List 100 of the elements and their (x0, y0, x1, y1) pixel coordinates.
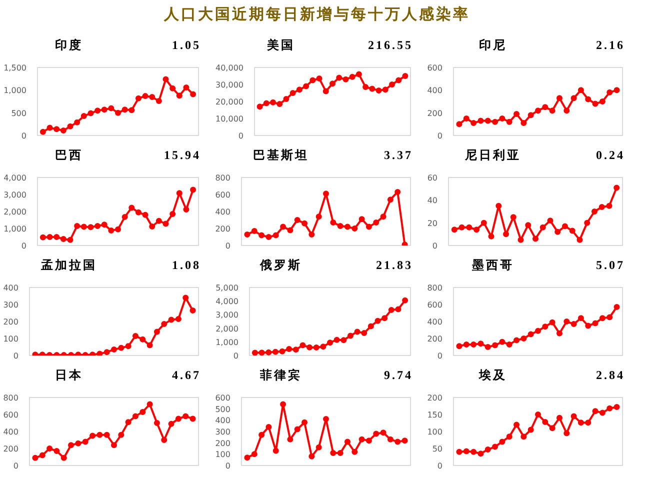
y-tick-label: 200 (427, 108, 443, 118)
y-tick-label: 0 (437, 352, 443, 360)
point (540, 224, 546, 230)
point (111, 442, 117, 448)
point (60, 454, 67, 461)
y-tick-label: 40 (427, 196, 438, 206)
chart-subtitle: 9.74 (384, 367, 413, 384)
point (292, 346, 299, 353)
y-tick-label: 60 (427, 174, 438, 182)
chart-subtitle: 15.94 (164, 147, 201, 164)
point (542, 324, 548, 330)
y-tick-label: 1,000 (4, 86, 27, 96)
point (54, 126, 60, 132)
point (190, 416, 196, 422)
y-tick-label: 500 (11, 108, 27, 118)
y-tick-label: 600 (427, 64, 443, 72)
point (252, 350, 258, 356)
point (290, 90, 296, 96)
y-tick-label: 200 (215, 438, 231, 448)
point (337, 450, 344, 456)
y-tick-label: 0 (437, 462, 443, 470)
point (532, 236, 538, 242)
point (525, 222, 532, 228)
point (576, 236, 583, 243)
point (547, 218, 554, 224)
point (484, 344, 491, 350)
point (570, 95, 577, 102)
y-tick-label: 300 (3, 300, 19, 310)
point (503, 231, 510, 238)
point (458, 224, 465, 230)
point (510, 214, 516, 220)
point (394, 188, 401, 195)
point (506, 118, 512, 125)
point (88, 224, 94, 230)
point (280, 401, 286, 408)
point (94, 108, 101, 114)
point (336, 74, 342, 81)
chart-title: 巴基斯坦 (252, 147, 310, 164)
point (308, 231, 315, 238)
y-tick-label: 0 (238, 132, 244, 140)
point (294, 217, 300, 223)
point (258, 232, 265, 238)
point (368, 323, 374, 330)
point (520, 336, 527, 342)
point (344, 438, 350, 445)
point (585, 322, 592, 329)
point (101, 222, 108, 228)
point (316, 76, 322, 82)
chart-subtitle: 2.16 (596, 37, 625, 54)
point (156, 218, 162, 224)
chart-title: 尼日利亚 (464, 147, 522, 164)
point (286, 346, 292, 352)
point (492, 342, 498, 348)
chart-title: 印尼 (478, 37, 508, 54)
y-tick-label: 1,500 (4, 64, 27, 72)
y-tick-label: 10,000 (216, 114, 244, 124)
point (280, 224, 286, 230)
point (361, 330, 368, 336)
point (614, 87, 620, 94)
point (149, 94, 156, 100)
point (46, 446, 53, 452)
point (356, 71, 362, 78)
y-tick-label: 100 (427, 428, 443, 436)
chart-title: 印度 (54, 37, 84, 54)
y-tick-label: 400 (3, 284, 19, 292)
chart-subtitle: 4.67 (172, 367, 201, 384)
point (556, 330, 562, 336)
point (480, 220, 487, 226)
point (362, 84, 369, 90)
chart-subtitle: 5.07 (596, 257, 625, 274)
point (535, 412, 541, 418)
y-tick-label: 600 (3, 410, 19, 420)
y-tick-label: 100 (3, 334, 19, 344)
point (101, 106, 108, 113)
point (270, 99, 276, 106)
point (168, 420, 174, 427)
chart-title: 日本 (54, 367, 84, 384)
point (506, 434, 512, 440)
point (585, 420, 592, 426)
point (132, 332, 138, 339)
point (176, 92, 182, 99)
y-tick-label: 600 (215, 394, 231, 402)
point (46, 234, 53, 240)
point (528, 426, 534, 433)
y-tick-label: 40,000 (216, 64, 244, 72)
point (528, 112, 534, 118)
point (244, 454, 250, 461)
point (337, 222, 344, 229)
point (569, 228, 576, 234)
y-tick-label: 0 (432, 242, 438, 250)
point (484, 446, 491, 453)
chart-title: 巴西 (54, 147, 84, 164)
point (492, 118, 498, 125)
point (591, 208, 598, 214)
point (592, 408, 598, 414)
point (463, 448, 470, 454)
point (484, 118, 491, 124)
point (82, 438, 88, 445)
point (80, 224, 87, 230)
point (606, 405, 613, 412)
